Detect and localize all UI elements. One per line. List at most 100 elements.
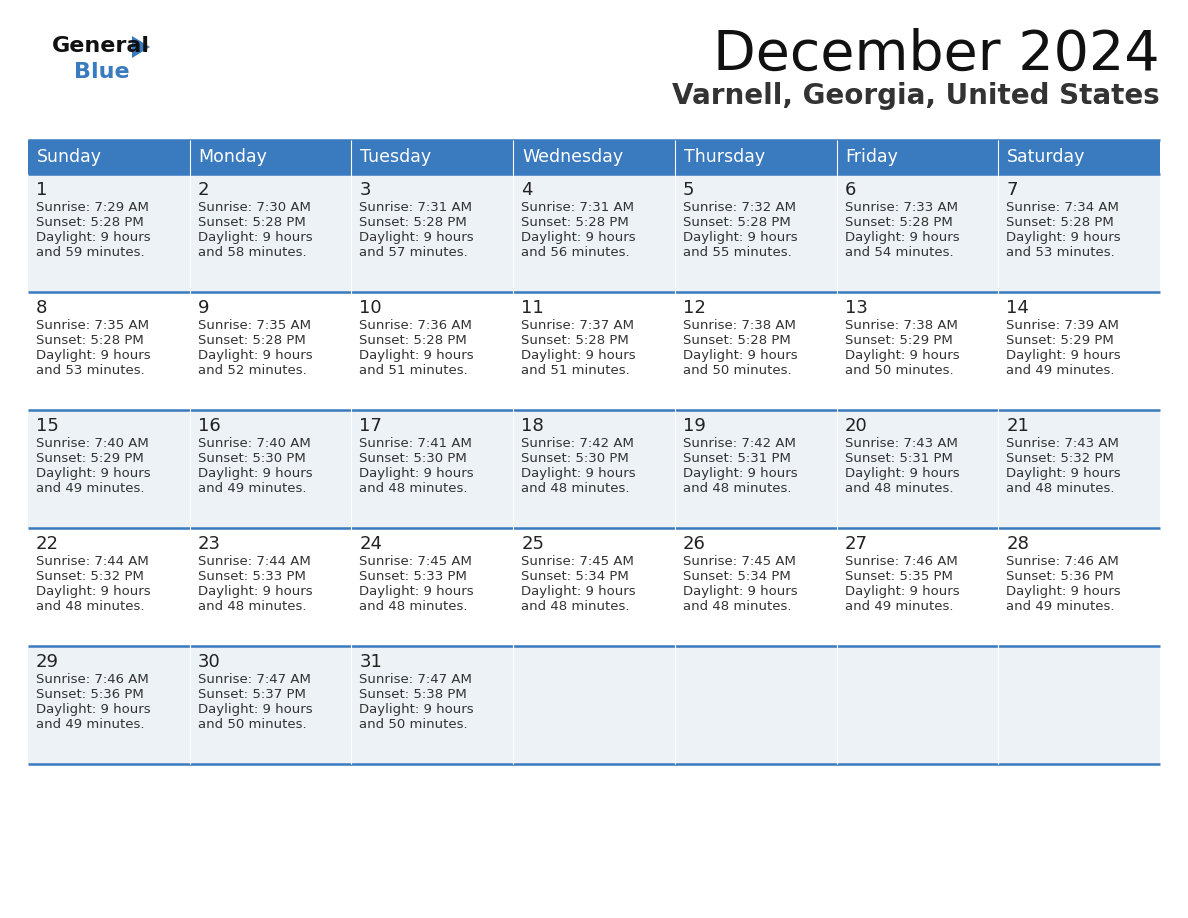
Text: Sunset: 5:28 PM: Sunset: 5:28 PM	[1006, 216, 1114, 229]
Polygon shape	[513, 646, 675, 764]
Text: Daylight: 9 hours: Daylight: 9 hours	[36, 231, 151, 244]
Text: Sunset: 5:36 PM: Sunset: 5:36 PM	[36, 688, 144, 701]
Text: Sunrise: 7:29 AM: Sunrise: 7:29 AM	[36, 201, 148, 214]
Text: and 48 minutes.: and 48 minutes.	[845, 482, 953, 495]
Text: Sunrise: 7:33 AM: Sunrise: 7:33 AM	[845, 201, 958, 214]
Polygon shape	[29, 174, 190, 292]
Text: 18: 18	[522, 417, 544, 435]
Text: Sunset: 5:29 PM: Sunset: 5:29 PM	[845, 334, 953, 347]
Text: Friday: Friday	[846, 148, 898, 166]
Polygon shape	[352, 140, 513, 174]
Text: General: General	[52, 36, 150, 56]
Text: 7: 7	[1006, 181, 1018, 199]
Polygon shape	[352, 528, 513, 646]
Text: Daylight: 9 hours: Daylight: 9 hours	[197, 585, 312, 598]
Text: Sunset: 5:28 PM: Sunset: 5:28 PM	[197, 216, 305, 229]
Text: Daylight: 9 hours: Daylight: 9 hours	[197, 231, 312, 244]
Polygon shape	[998, 292, 1159, 410]
Text: Sunrise: 7:46 AM: Sunrise: 7:46 AM	[845, 555, 958, 568]
Polygon shape	[352, 646, 513, 764]
Text: Sunrise: 7:46 AM: Sunrise: 7:46 AM	[1006, 555, 1119, 568]
Text: 10: 10	[360, 299, 383, 317]
Text: 20: 20	[845, 417, 867, 435]
Text: Sunset: 5:38 PM: Sunset: 5:38 PM	[360, 688, 467, 701]
Text: Blue: Blue	[74, 62, 129, 82]
Text: 5: 5	[683, 181, 694, 199]
Text: 6: 6	[845, 181, 855, 199]
Text: Sunrise: 7:42 AM: Sunrise: 7:42 AM	[522, 437, 634, 450]
Polygon shape	[190, 140, 352, 174]
Text: and 48 minutes.: and 48 minutes.	[522, 600, 630, 613]
Text: Daylight: 9 hours: Daylight: 9 hours	[36, 703, 151, 716]
Text: Daylight: 9 hours: Daylight: 9 hours	[36, 585, 151, 598]
Text: Daylight: 9 hours: Daylight: 9 hours	[360, 349, 474, 362]
Text: Sunset: 5:28 PM: Sunset: 5:28 PM	[360, 334, 467, 347]
Text: Sunrise: 7:42 AM: Sunrise: 7:42 AM	[683, 437, 796, 450]
Text: Sunrise: 7:35 AM: Sunrise: 7:35 AM	[197, 319, 311, 332]
Text: Thursday: Thursday	[684, 148, 765, 166]
Text: Tuesday: Tuesday	[360, 148, 431, 166]
Text: 9: 9	[197, 299, 209, 317]
Text: 8: 8	[36, 299, 48, 317]
Text: Daylight: 9 hours: Daylight: 9 hours	[522, 231, 636, 244]
Text: and 50 minutes.: and 50 minutes.	[845, 364, 953, 377]
Text: and 48 minutes.: and 48 minutes.	[197, 600, 307, 613]
Polygon shape	[29, 140, 190, 174]
Text: 29: 29	[36, 653, 59, 671]
Text: Sunrise: 7:36 AM: Sunrise: 7:36 AM	[360, 319, 473, 332]
Text: and 55 minutes.: and 55 minutes.	[683, 246, 791, 259]
Polygon shape	[675, 292, 836, 410]
Text: Daylight: 9 hours: Daylight: 9 hours	[683, 349, 797, 362]
Text: Sunday: Sunday	[37, 148, 102, 166]
Text: and 50 minutes.: and 50 minutes.	[683, 364, 791, 377]
Text: Sunset: 5:29 PM: Sunset: 5:29 PM	[36, 452, 144, 465]
Text: 27: 27	[845, 535, 867, 553]
Text: 31: 31	[360, 653, 383, 671]
Polygon shape	[675, 410, 836, 528]
Polygon shape	[190, 292, 352, 410]
Text: 12: 12	[683, 299, 706, 317]
Text: Sunrise: 7:38 AM: Sunrise: 7:38 AM	[845, 319, 958, 332]
Text: Daylight: 9 hours: Daylight: 9 hours	[197, 349, 312, 362]
Text: 28: 28	[1006, 535, 1029, 553]
Polygon shape	[836, 528, 998, 646]
Text: 24: 24	[360, 535, 383, 553]
Text: Daylight: 9 hours: Daylight: 9 hours	[36, 467, 151, 480]
Text: and 49 minutes.: and 49 minutes.	[845, 600, 953, 613]
Text: and 48 minutes.: and 48 minutes.	[360, 600, 468, 613]
Text: Daylight: 9 hours: Daylight: 9 hours	[683, 231, 797, 244]
Text: Sunset: 5:31 PM: Sunset: 5:31 PM	[683, 452, 791, 465]
Text: 4: 4	[522, 181, 532, 199]
Text: and 51 minutes.: and 51 minutes.	[522, 364, 630, 377]
Text: and 48 minutes.: and 48 minutes.	[683, 482, 791, 495]
Text: Wednesday: Wednesday	[523, 148, 624, 166]
Text: and 49 minutes.: and 49 minutes.	[36, 718, 145, 731]
Text: Sunset: 5:32 PM: Sunset: 5:32 PM	[1006, 452, 1114, 465]
Polygon shape	[836, 410, 998, 528]
Text: Daylight: 9 hours: Daylight: 9 hours	[36, 349, 151, 362]
Text: 15: 15	[36, 417, 59, 435]
Text: Sunrise: 7:30 AM: Sunrise: 7:30 AM	[197, 201, 310, 214]
Text: Sunrise: 7:47 AM: Sunrise: 7:47 AM	[197, 673, 310, 686]
Text: 23: 23	[197, 535, 221, 553]
Text: Sunset: 5:33 PM: Sunset: 5:33 PM	[197, 570, 305, 583]
Text: Sunrise: 7:40 AM: Sunrise: 7:40 AM	[36, 437, 148, 450]
Polygon shape	[836, 646, 998, 764]
Polygon shape	[190, 410, 352, 528]
Text: Daylight: 9 hours: Daylight: 9 hours	[522, 349, 636, 362]
Text: Sunrise: 7:44 AM: Sunrise: 7:44 AM	[197, 555, 310, 568]
Polygon shape	[513, 410, 675, 528]
Text: 25: 25	[522, 535, 544, 553]
Text: Daylight: 9 hours: Daylight: 9 hours	[845, 349, 959, 362]
Text: 1: 1	[36, 181, 48, 199]
Text: and 49 minutes.: and 49 minutes.	[197, 482, 307, 495]
Text: and 52 minutes.: and 52 minutes.	[197, 364, 307, 377]
Polygon shape	[29, 410, 190, 528]
Polygon shape	[836, 292, 998, 410]
Text: Sunrise: 7:31 AM: Sunrise: 7:31 AM	[360, 201, 473, 214]
Polygon shape	[675, 646, 836, 764]
Text: Sunset: 5:37 PM: Sunset: 5:37 PM	[197, 688, 305, 701]
Polygon shape	[998, 140, 1159, 174]
Text: Sunrise: 7:46 AM: Sunrise: 7:46 AM	[36, 673, 148, 686]
Text: Daylight: 9 hours: Daylight: 9 hours	[522, 467, 636, 480]
